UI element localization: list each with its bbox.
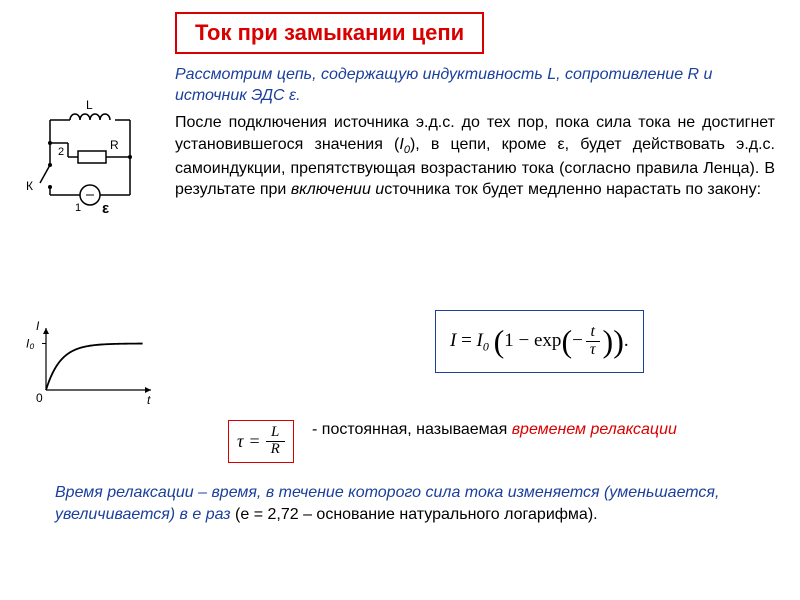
body-p3: сточника ток будет медленно нарастать по… xyxy=(384,181,761,198)
body-paragraph: После подключения источника э.д.с. до те… xyxy=(175,112,775,201)
eq-I0sub: 0 xyxy=(483,340,489,354)
relaxation-definition: Время релаксации – время, в течение кото… xyxy=(55,482,775,525)
svg-text:К: К xyxy=(26,179,33,193)
svg-text:t: t xyxy=(147,393,151,407)
eq-frac: tτ xyxy=(586,324,600,359)
tau-num: L xyxy=(266,425,285,442)
svg-text:1: 1 xyxy=(75,202,81,214)
eq-1minus: 1 − xyxy=(504,330,534,351)
tau-den: R xyxy=(266,442,285,458)
svg-text:R: R xyxy=(110,138,119,152)
eq-rparen: ) xyxy=(613,323,624,359)
page-title: Ток при замыкании цепи xyxy=(195,20,464,45)
eq-exp: exp xyxy=(534,330,561,351)
eq-eq: = xyxy=(456,330,476,351)
circuit-diagram: L Кε 1 R 2 xyxy=(20,95,160,225)
tau-pre: - постоянная, называемая xyxy=(312,421,512,438)
tau-eqsign: = xyxy=(249,431,259,452)
tau-highlight: временем релаксации xyxy=(512,421,677,438)
tau-sym: τ xyxy=(237,431,243,452)
relax-p2: (е = 2,72 – основание натурального логар… xyxy=(231,506,598,523)
svg-text:ε: ε xyxy=(102,200,109,217)
eq-fnum: t xyxy=(586,324,600,342)
eq-minus: − xyxy=(572,330,583,351)
title-box: Ток при замыкании цепи xyxy=(175,12,484,54)
svg-text:2: 2 xyxy=(58,146,64,158)
svg-text:I: I xyxy=(36,319,40,333)
tau-label: - постоянная, называемая временем релакс… xyxy=(312,420,775,441)
eq-fden: τ xyxy=(586,342,600,359)
main-equation: I = I0 (1 − exp(−tτ)). xyxy=(435,310,644,373)
eq-rparen2: ) xyxy=(603,323,614,359)
tau-equation: τ = L R xyxy=(228,420,294,463)
eq-lparen2: ( xyxy=(561,323,572,359)
tau-frac: L R xyxy=(266,425,285,458)
eq-lparen: ( xyxy=(494,323,505,359)
svg-text:I₀: I₀ xyxy=(26,337,34,351)
body-incl: включении и xyxy=(291,181,384,198)
svg-text:0: 0 xyxy=(36,391,43,405)
intro-paragraph: Рассмотрим цепь, содержащую индуктивност… xyxy=(175,65,775,107)
intro-content: Рассмотрим цепь, содержащую индуктивност… xyxy=(175,66,712,104)
eq-dot: . xyxy=(624,330,629,351)
svg-text:L: L xyxy=(86,98,93,112)
current-growth-graph: II₀ 0 t xyxy=(18,310,168,410)
